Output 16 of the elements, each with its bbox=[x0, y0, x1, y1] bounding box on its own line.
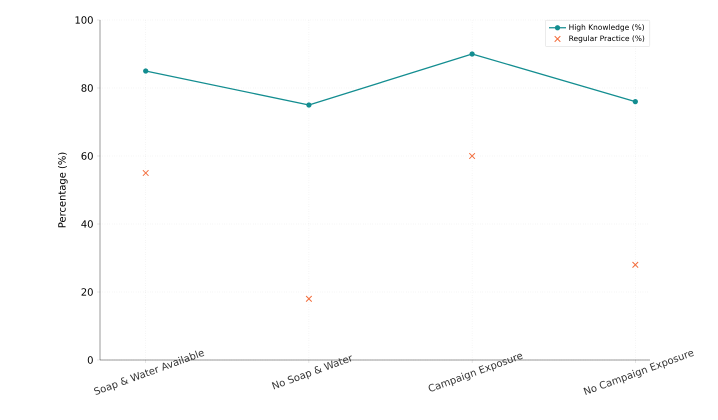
y-tick-label: 20 bbox=[82, 288, 93, 296]
y-tick-label: 0 bbox=[88, 356, 93, 364]
y-tick-label: 40 bbox=[81, 220, 93, 228]
y-tick-label: 100 bbox=[76, 16, 93, 24]
x-tick-label: No Soap & Water bbox=[272, 355, 352, 390]
point bbox=[468, 152, 476, 160]
point bbox=[632, 98, 638, 104]
point bbox=[306, 295, 312, 302]
y-axis-title: Percentage (%) bbox=[58, 152, 68, 228]
y-tick-label: 60 bbox=[82, 152, 93, 160]
y-tick-label: 80 bbox=[81, 84, 93, 92]
point bbox=[142, 170, 150, 176]
point bbox=[469, 51, 475, 57]
point bbox=[143, 68, 148, 74]
point bbox=[306, 102, 312, 108]
point bbox=[632, 261, 639, 268]
